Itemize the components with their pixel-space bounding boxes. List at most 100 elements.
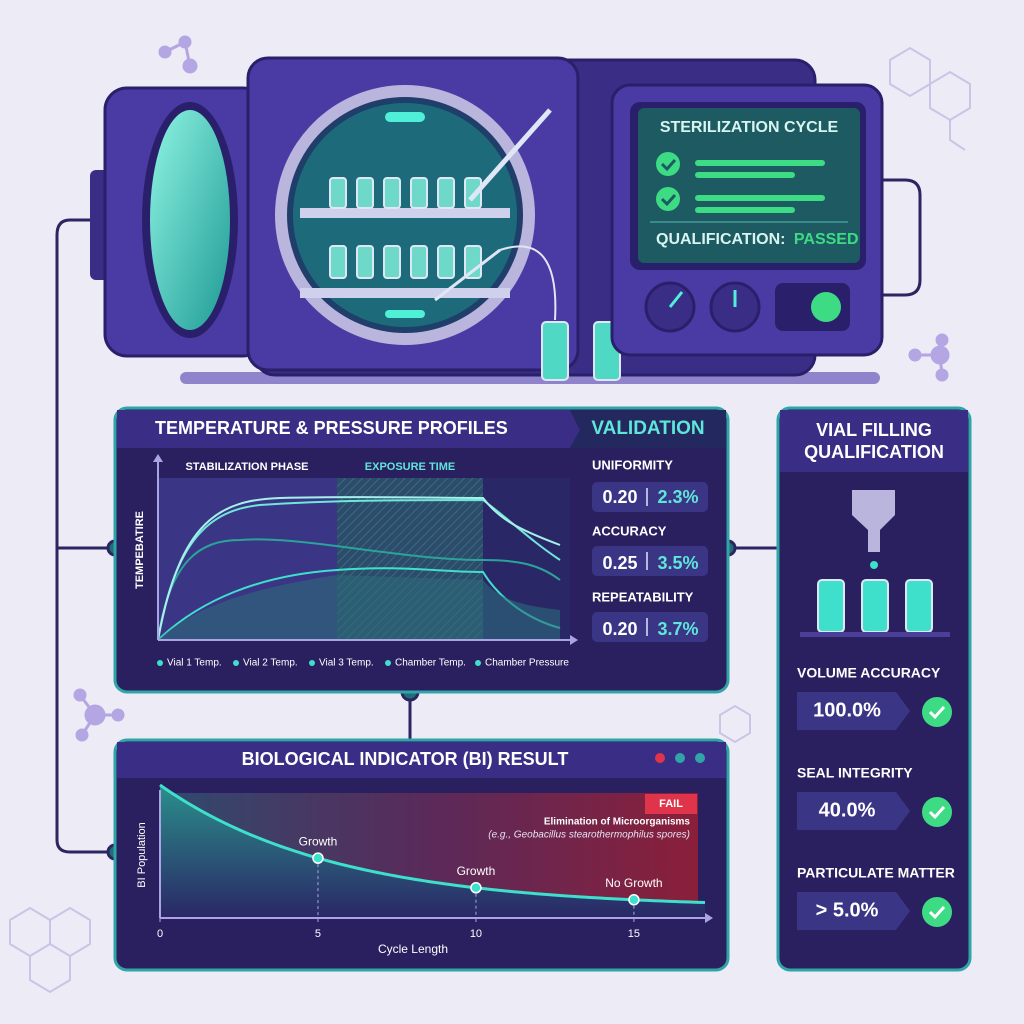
metric-name: SEAL INTEGRITY (797, 765, 913, 781)
x-tick-label: 10 (470, 928, 482, 940)
shape (356, 177, 374, 209)
shape (675, 753, 685, 763)
shape (329, 177, 347, 209)
metric-value: 40.0% (819, 799, 876, 821)
bi-title: BIOLOGICAL INDICATOR (BI) RESULT (242, 749, 569, 769)
shape (383, 245, 401, 279)
check-mark (928, 705, 946, 720)
check-icon (922, 797, 952, 827)
metric-percent: 3.7% (657, 619, 698, 639)
shape (75, 728, 89, 742)
annotation-note: (e.g., Geobacillus stearothermophilus sp… (488, 830, 690, 841)
annotation-title: Elimination of Microorganisms (544, 817, 691, 828)
metric-name: REPEATABILITY (592, 589, 694, 604)
screen-title: STERILIZATION CYCLE (660, 119, 839, 136)
shape (592, 546, 708, 576)
shape (695, 207, 795, 213)
shape (719, 704, 751, 744)
shape (817, 579, 933, 633)
legend-entry: Vial 1 Temp. (167, 658, 222, 669)
shape (638, 108, 860, 263)
shape (182, 58, 198, 74)
shape (117, 410, 580, 448)
qualification-status: PASSED (794, 231, 859, 248)
shape (660, 159, 677, 172)
autoclave (90, 56, 884, 384)
qualification-label: QUALIFICATION: (656, 231, 785, 248)
metric-value: 0.20 (602, 619, 637, 639)
shape (117, 742, 726, 778)
shape (656, 187, 680, 211)
shape (935, 333, 949, 347)
validation-metrics: UNIFORMITY 0.20 2.3% ACCURACY 0.25 3.5% REPEAT… (592, 457, 699, 638)
shape (437, 245, 455, 279)
shape (157, 496, 561, 641)
legend-entry: Chamber Pressure (485, 658, 569, 669)
shape (84, 704, 106, 726)
shape (695, 753, 705, 763)
shape (300, 208, 510, 218)
shape (383, 177, 401, 209)
bi-point (312, 852, 324, 864)
shape (645, 794, 697, 814)
shape (935, 368, 949, 382)
x-tick-label: 15 (628, 928, 640, 940)
shape (329, 245, 347, 279)
shape (889, 46, 971, 151)
status-badge: FAIL (659, 798, 683, 810)
shape (111, 708, 125, 722)
metric-value: 0.20 (602, 487, 637, 507)
shape (150, 110, 230, 330)
metric-box (797, 792, 910, 830)
metric-value: > 5.0% (816, 899, 879, 921)
check-icon (922, 897, 952, 927)
shape (882, 178, 922, 297)
shape (437, 177, 455, 209)
metric-value: 0.25 (602, 553, 637, 573)
point-label: Growth (299, 834, 338, 848)
legend-entry: Vial 2 Temp. (243, 658, 298, 669)
check-mark (928, 905, 946, 920)
y-axis-label: TEMPEBATIRE (134, 511, 146, 589)
shape (157, 498, 561, 641)
shape (158, 575, 560, 640)
shape (570, 410, 726, 448)
shape (695, 172, 795, 178)
metric-percent: 2.3% (657, 487, 698, 507)
shape (233, 660, 239, 666)
qualification: QUALIFICATION: PASSED (656, 231, 859, 248)
metric-box (797, 692, 910, 730)
check-icon (922, 697, 952, 727)
phase-label: EXPOSURE TIME (365, 461, 455, 473)
shape (908, 348, 922, 362)
shape (905, 579, 933, 633)
shape (160, 785, 705, 918)
shape (385, 112, 425, 122)
shape (811, 292, 841, 322)
shape (410, 177, 428, 209)
x-tick-label: 0 (157, 928, 163, 940)
shape (464, 245, 482, 279)
shape (410, 245, 428, 279)
shape (157, 538, 561, 641)
shape (695, 195, 825, 201)
metric-value: 100.0% (813, 699, 881, 721)
bi-curve (159, 783, 706, 905)
shape (499, 245, 557, 321)
point-label: No Growth (605, 876, 662, 890)
axis-arrow (705, 913, 713, 923)
shape (852, 490, 895, 552)
y-axis-label: BI Population (136, 822, 148, 887)
shape (178, 35, 192, 49)
profiles-panel (113, 406, 730, 694)
shape (655, 753, 665, 763)
shape (55, 218, 115, 854)
shape (930, 345, 950, 365)
shape (329, 177, 482, 279)
vial-title: QUALIFICATION (804, 442, 944, 462)
shape (656, 152, 680, 176)
shape (158, 45, 172, 59)
connector (55, 178, 922, 854)
metric-box (797, 892, 910, 930)
